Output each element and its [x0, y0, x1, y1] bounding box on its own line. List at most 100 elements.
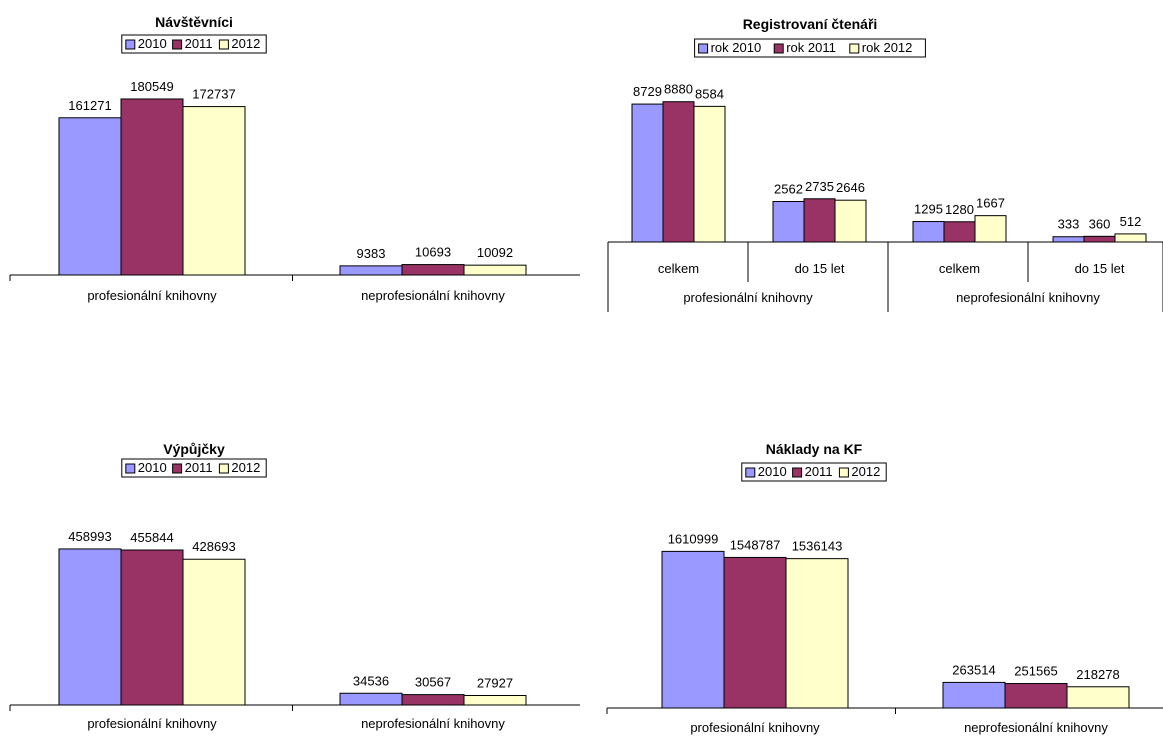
category-label: neprofesionální knihovny: [964, 720, 1108, 735]
bar: [912, 221, 945, 243]
legend-swatch: [773, 43, 784, 54]
bar: [182, 558, 246, 706]
legend-entry: rok 2010: [711, 40, 762, 55]
legend-entry: 2011: [185, 460, 213, 475]
chart-loans: Výpůjčky 2010 2011 2012 458993 455844 428693 pr…: [0, 420, 590, 736]
legend-swatch: [125, 39, 136, 50]
chart-loans-svg: Výpůjčky 2010 2011 2012 458993 455844 428693 pr…: [9, 441, 590, 731]
group-label: profesionální knihovny: [683, 290, 813, 305]
bar: [401, 264, 465, 276]
data-label: 2646: [836, 180, 865, 195]
data-label: 218278: [1076, 667, 1119, 682]
chart-title: Náklady na KF: [766, 441, 863, 457]
legend-swatch: [172, 39, 183, 50]
legend-swatch: [125, 463, 136, 474]
bar: [1066, 686, 1130, 709]
legend-entry: 2010: [758, 464, 787, 479]
data-label: 1536143: [792, 539, 843, 554]
category-label: celkem: [939, 261, 980, 276]
bar: [693, 105, 726, 243]
bar: [974, 215, 1007, 243]
bar: [772, 201, 805, 243]
bar: [1052, 236, 1085, 243]
chart-visitors-svg: Návštěvníci 2010 2011 2012 161271 180549 17273…: [9, 14, 590, 303]
chart-title: Návštěvníci: [155, 14, 233, 30]
data-label: 428693: [192, 539, 235, 554]
data-label: 10092: [477, 245, 513, 260]
bar: [401, 694, 465, 706]
data-label: 8729: [633, 84, 662, 99]
bar: [58, 117, 122, 276]
bar: [58, 548, 122, 706]
data-label: 455844: [130, 530, 173, 545]
data-label: 10693: [415, 245, 451, 260]
category-label: neprofesionální knihovny: [361, 716, 505, 731]
category-label: profesionální knihovny: [87, 716, 217, 731]
legend-swatch: [218, 463, 229, 474]
bar: [1083, 235, 1116, 243]
bar: [834, 199, 867, 243]
legend-entry: rok 2012: [862, 40, 913, 55]
data-label: 512: [1120, 214, 1142, 229]
chart-visitors: Návštěvníci 2010 2011 2012 161271 180549 17273…: [0, 0, 590, 330]
legend-entry: 2011: [805, 464, 833, 479]
bar: [1114, 233, 1147, 243]
data-label: 161271: [68, 98, 111, 113]
data-label: 172737: [192, 87, 235, 102]
data-label: 1548787: [730, 537, 781, 552]
data-label: 27927: [477, 676, 513, 691]
bar: [120, 549, 184, 706]
category-label: celkem: [658, 261, 699, 276]
data-label: 8584: [695, 86, 724, 101]
bar: [1004, 683, 1068, 709]
bar: [942, 681, 1006, 709]
bar: [182, 106, 246, 276]
data-label: 251565: [1014, 664, 1057, 679]
data-label: 360: [1089, 216, 1111, 231]
bar: [631, 103, 664, 243]
data-label: 1295: [914, 202, 943, 217]
bar: [803, 198, 836, 243]
legend-box: [121, 34, 267, 54]
category-label: profesionální knihovny: [87, 288, 217, 303]
legend-box: [741, 462, 887, 482]
bar: [463, 264, 527, 276]
data-label: 1280: [945, 202, 974, 217]
legend-box: [121, 458, 267, 478]
data-label: 1667: [976, 196, 1005, 211]
chart-registered-readers: Registrovaní čtenáři rok 2010 rok 2011 rok …: [580, 0, 1163, 330]
legend-box: [694, 38, 926, 58]
chart-registered-readers-svg: Registrovaní čtenáři rok 2010 rok 2011 rok …: [607, 16, 1163, 312]
legend-swatch: [838, 467, 849, 478]
data-label: 1610999: [668, 531, 719, 546]
data-label: 333: [1058, 217, 1080, 232]
legend-entry: 2012: [231, 36, 260, 51]
legend-entry: 2012: [851, 464, 880, 479]
group-label: neprofesionální knihovny: [956, 290, 1100, 305]
chart-acquisition-costs-svg: Náklady na KF 2010 2011 2012 1610999 1548787 1…: [606, 441, 1163, 735]
chart-title: Výpůjčky: [163, 441, 225, 457]
data-label: 9383: [357, 246, 386, 261]
bar: [120, 98, 184, 276]
category-label: do 15 let: [1075, 261, 1125, 276]
legend-entry: 2010: [138, 460, 167, 475]
data-label: 180549: [130, 79, 173, 94]
bar: [661, 550, 725, 709]
data-label: 458993: [68, 529, 111, 544]
bar: [662, 101, 695, 243]
data-label: 34536: [353, 673, 389, 688]
bar: [785, 558, 849, 709]
legend-swatch: [792, 467, 803, 478]
category-label: do 15 let: [795, 261, 845, 276]
bar: [463, 695, 527, 706]
bar: [339, 265, 403, 276]
data-label: 2562: [774, 182, 803, 197]
bar: [723, 556, 787, 709]
category-label: profesionální knihovny: [690, 720, 820, 735]
chart-acquisition-costs: Náklady na KF 2010 2011 2012 1610999 1548787 1…: [580, 420, 1163, 736]
bar: [339, 692, 403, 706]
legend-swatch: [172, 463, 183, 474]
legend-entry: 2012: [231, 460, 260, 475]
legend-swatch: [698, 43, 709, 54]
